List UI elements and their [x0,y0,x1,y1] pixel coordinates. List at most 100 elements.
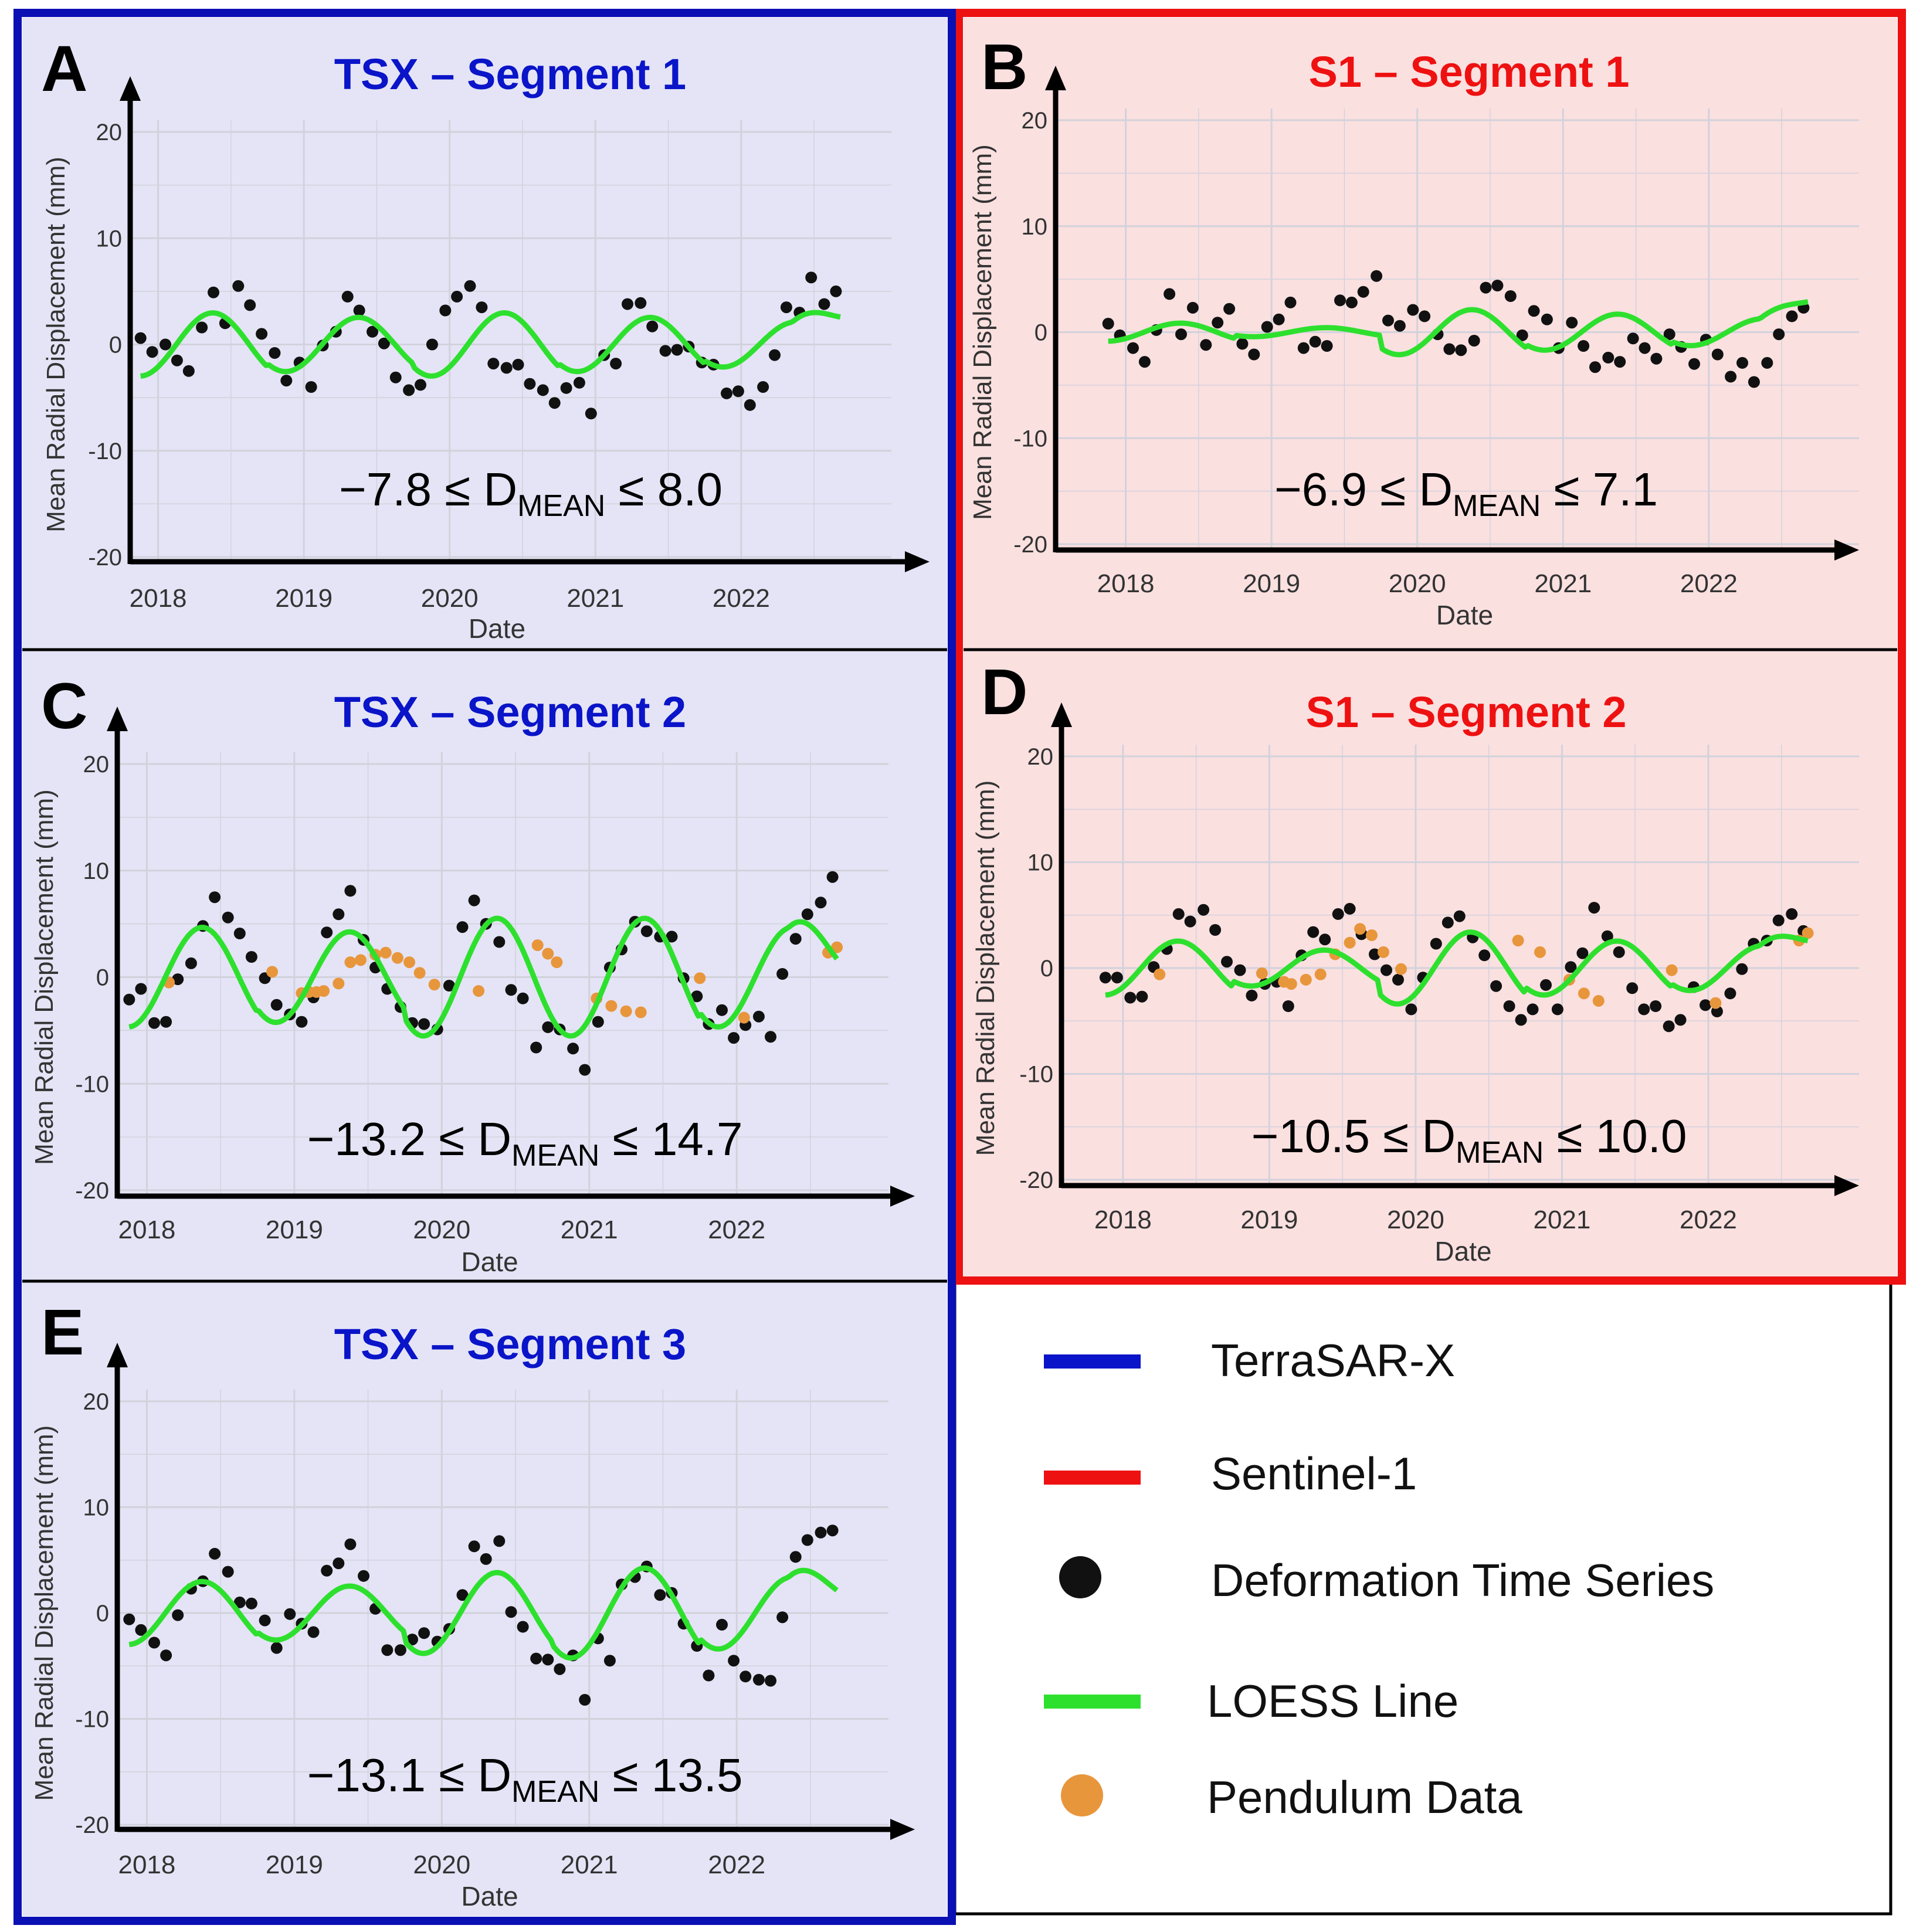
pendulum-point [1256,967,1268,979]
deformation-point [1369,948,1381,960]
x-tick-label: 2020 [1387,1206,1444,1234]
deformation-point [1172,908,1185,920]
pendulum-point [605,1000,618,1012]
dmean-pre: −6.9 ≤ D [1274,463,1453,515]
chart-panel-c: 20 10 0 -10 -20 2018 2019 2020 2021 2022 Date Mean … [30,670,915,1277]
deformation-point [505,984,517,996]
deformation-point [333,1557,345,1570]
deformation-point [403,384,415,396]
deformation-point [542,1021,554,1033]
deformation-point [1748,376,1760,388]
deformation-point [1164,288,1176,300]
deformation-point [1761,356,1773,369]
deformation-point [1261,321,1273,333]
pendulum-point [379,946,392,959]
pendulum-point [333,977,345,990]
y-tick-label: 0 [1040,956,1053,982]
deformation-point [691,990,703,1003]
y-tick-label: -10 [88,439,122,464]
dmean-post: ≤ 7.1 [1541,463,1658,515]
deformation-point [752,1673,765,1686]
legend-label-pendulum: Pendulum Data [1207,1771,1522,1823]
dmean-post: ≤ 10.0 [1544,1110,1687,1162]
loess-line [1108,299,1809,358]
deformation-point [505,1606,517,1618]
x-axis-title: Date [1434,1236,1491,1267]
deformation-point [443,980,455,992]
x-tick-label: 2022 [708,1215,765,1244]
pendulum-point [1366,929,1378,941]
deformation-point [233,928,246,939]
tsx-frame [13,9,956,1925]
deformation-point [256,328,268,340]
deformation-point [579,1694,591,1706]
chart-title: TSX – Segment 3 [334,1320,686,1369]
pendulum-point [473,985,485,997]
loess-line [128,915,839,1039]
deformation-point [757,381,769,393]
deformation-point [160,1016,172,1028]
dmean-pre: −13.1 ≤ D [307,1749,512,1801]
deformation-point [654,1589,666,1601]
x-tick-label: 2022 [713,584,770,613]
deformation-point [1209,924,1222,936]
deformation-point [1503,1000,1515,1012]
deformation-point [744,399,756,411]
y-tick-label: 10 [83,858,110,884]
deformation-point [1319,933,1331,946]
chart-panel-b: 20 10 0 -10 -20 2018 2019 2020 2021 2022 Date Mean … [968,31,1859,630]
x-tick-label: 2021 [561,1850,618,1879]
deformation-point [815,1526,827,1539]
deformation-point [1639,342,1651,354]
deformation-point [232,280,245,292]
deformation-point [160,338,171,351]
deformation-point [517,1621,529,1633]
pendulum-point [1344,936,1356,949]
deformation-point [222,911,234,923]
deformation-point [567,1043,579,1055]
y-tick-label: 20 [83,1389,110,1415]
deformation-point [333,908,345,921]
deformation-point [1111,972,1123,984]
pendulum-point [391,952,403,964]
deformation-point [1650,1000,1662,1012]
x-tick-label: 2018 [118,1850,175,1879]
panel-letter: A [41,33,87,105]
deformation-point [451,290,463,303]
deformation-point [135,1624,147,1636]
deformation-point [468,1540,480,1553]
deformation-point [148,1636,160,1649]
deformation-point [789,933,802,945]
deformation-point [622,298,633,310]
deformation-point [381,1644,394,1656]
y-tick-label: -20 [88,545,122,571]
deformation-point [1772,914,1785,926]
dmean-post: ≤ 14.7 [599,1113,742,1165]
y-tick-label: 10 [1027,850,1054,876]
deformation-point [1663,328,1675,341]
red-line-icon [1044,1471,1141,1485]
deformation-point [284,1608,296,1620]
deformation-point [530,1041,542,1054]
pendulum-point [831,941,843,953]
pendulum-point [1395,963,1407,975]
pendulum-point [738,1011,750,1024]
y-tick-label: -20 [75,1178,109,1204]
chart-panel-a: 20 10 0 -10 -20 2018 2019 2020 2021 2022 Date Mean … [41,33,930,644]
x-tick-label: 2019 [275,584,333,613]
deformation-point [222,1566,234,1578]
y-tick-label: -10 [1013,426,1047,451]
deformation-point [244,299,256,311]
dmean-subscript: MEAN [511,1139,599,1173]
deformation-point [1541,313,1553,325]
deformation-point [1504,290,1517,302]
deformation-point [280,375,293,387]
chart-title: TSX – Segment 1 [334,50,686,99]
deformation-point [1212,317,1224,329]
deformation-point [1663,1020,1675,1033]
y-tick-label: 0 [96,1601,109,1627]
deformation-point [1725,371,1737,383]
deformation-point [305,381,317,393]
pendulum-point [1300,973,1312,986]
s1-background [964,18,1897,1276]
